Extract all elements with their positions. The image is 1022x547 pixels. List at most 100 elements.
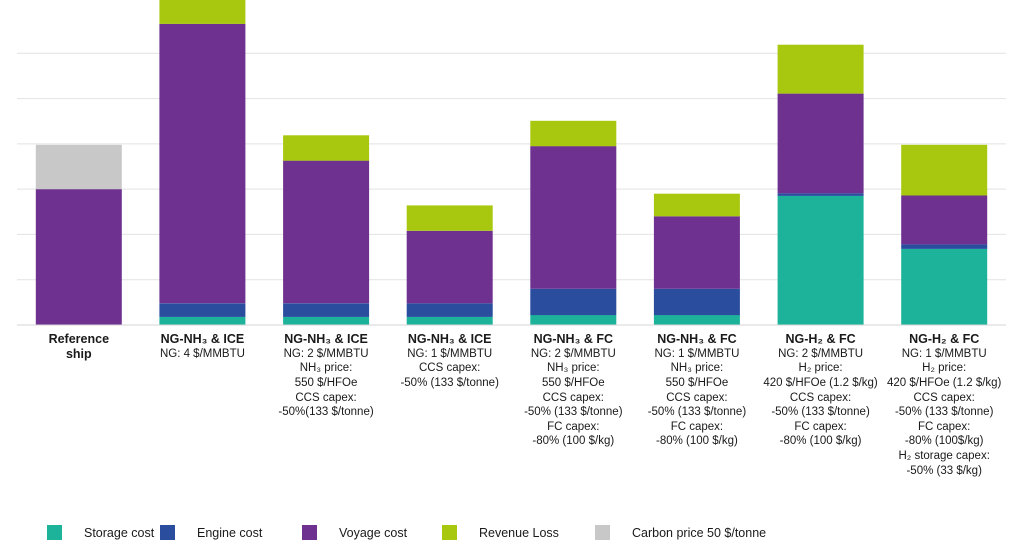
category-label: NG-NH₃ & FC NG: 1 $/MMBTU NH₃ price: 550 $/… [634,332,760,449]
legend-item: Revenue Loss [442,525,559,540]
category-note: 550 $/HFOe [541,376,605,389]
bar-segment-revenue-loss [901,144,988,196]
bar-segment-revenue-loss [406,205,493,231]
legend-swatch [160,525,175,540]
category-title: NG-NH₃ & FC [533,332,613,346]
legend: Storage cost Engine cost Voyage cost Revenu… [0,525,1022,545]
bar-segment-carbon-price-50-tonne [35,144,122,190]
bar-segment-revenue-loss [530,120,617,147]
bars [35,0,988,325]
bar-segment-storage-cost [159,316,246,325]
category-title: NG-NH₃ & ICE [160,332,245,346]
category-note: FC capex: [670,420,724,433]
legend-label: Storage cost [84,525,155,540]
bar-segment-storage-cost [653,315,740,325]
bar-segment-storage-cost [777,195,864,325]
category-note: CCS capex: [913,391,975,404]
category-note: NG: 1 $/MMBTU [901,347,987,360]
category-note: NG: 1 $/MMBTU [407,347,493,360]
category-note: FC capex: [917,420,971,433]
category-note: NH₃ price: [547,362,600,375]
bar-segment-storage-cost [901,248,988,325]
category-note: CCS capex: [542,391,604,404]
category-note: FC capex: [794,420,847,433]
legend-label: Revenue Loss [479,525,559,540]
legend-item: Engine cost [160,525,262,540]
category-note: -50% (33 $/kg) [906,464,982,477]
bar-segment-engine-cost [159,303,246,317]
legend-swatch [442,525,457,540]
legend-item: Carbon price 50 $/tonne [595,525,766,540]
category-note: NG: 2 $/MMBTU [530,347,616,360]
bar-segment-engine-cost [653,288,740,316]
category-note: 550 $/HFOe [294,376,358,389]
category-note: CCS capex: [789,391,852,404]
bar-segment-revenue-loss [283,135,370,161]
category-note: -50% (133 $/tonne) [647,406,747,419]
category-label: NG-H₂ & FC NG: 1 $/MMBTU H₂ price: 420 $/HF… [881,332,1007,478]
category-title: NG-NH₃ & ICE [284,332,368,346]
bar-segment-storage-cost [283,316,370,325]
category-note: CCS capex: [666,391,728,404]
bar-segment-engine-cost [901,244,988,249]
category-note: -80% (100 $/kg) [779,435,862,448]
bar-segment-voyage-cost [283,160,370,304]
category-note: H₂ price: [798,362,843,375]
category-note: NG: 4 $/MMBTU [159,347,245,360]
legend-swatch [302,525,317,540]
category-note: 420 $/HFOe (1.2 $/kg) [886,376,1002,389]
category-note: -50% (133 $/tonne) [524,406,623,419]
category-note: 420 $/HFOe (1.2 $/kg) [763,376,878,389]
bar-segment-voyage-cost [901,195,988,245]
legend-swatch [47,525,62,540]
legend-label: Voyage cost [339,525,408,540]
stacked-bar-chart [17,0,1006,326]
category-title: NG-H₂ & FC [785,332,856,346]
bar-segment-revenue-loss [159,0,246,24]
category-note: FC capex: [547,420,600,433]
legend-swatch [595,525,610,540]
legend-item: Storage cost [47,525,154,540]
bar-segment-revenue-loss [653,193,740,217]
category-note: NH₃ price: [299,362,353,375]
bar-segment-storage-cost [406,316,493,325]
bar-segment-voyage-cost [777,93,864,194]
category-label: NG-NH₃ & ICE NG: 1 $/MMBTU CCS capex: -50% … [387,332,513,391]
bar-segment-engine-cost [406,303,493,317]
category-title: Reference ship [48,332,110,361]
bar-segment-storage-cost [530,315,617,325]
bar-segment-engine-cost [777,193,864,196]
category-note: H₂ storage capex: [898,449,990,462]
bar-segment-engine-cost [530,288,617,316]
category-note: -50%(133 $/tonne) [278,406,374,419]
category-note: NG: 2 $/MMBTU [283,347,369,360]
category-title: NG-NH₃ & ICE [407,332,492,346]
bar-segment-engine-cost [283,303,370,317]
category-note: 550 $/HFOe [665,376,729,389]
category-note: NH₃ price: [670,362,724,375]
category-note: -80% (100$/kg) [904,435,984,448]
category-note: -80% (100 $/kg) [532,435,615,448]
category-label: NG-NH₃ & ICE NG: 4 $/MMBTU [139,332,265,361]
legend-label: Engine cost [197,525,263,540]
category-note: CCS capex: [295,391,357,404]
category-note: CCS capex: [419,362,481,375]
bar-segment-voyage-cost [35,189,122,325]
category-title: NG-NH₃ & FC [657,332,737,346]
category-note: NG: 2 $/MMBTU [778,347,864,360]
category-label: NG-NH₃ & ICE NG: 2 $/MMBTU NH₃ price: 550 $… [263,332,389,420]
category-label: Reference ship [16,332,142,362]
legend-label: Carbon price 50 $/tonne [632,525,767,540]
bar-segment-revenue-loss [777,44,864,94]
category-note: -50% (133 $/tonne) [894,406,994,419]
legend-item: Voyage cost [302,525,407,540]
category-note: NG: 1 $/MMBTU [654,347,740,360]
category-label: NG-NH₃ & FC NG: 2 $/MMBTU NH₃ price: 550 $/… [510,332,636,449]
category-note: -50% (133 $/tonne) [400,376,499,389]
category-label: NG-H₂ & FC NG: 2 $/MMBTU H₂ price: 420 $/HF… [758,332,884,449]
bar-segment-voyage-cost [530,146,617,289]
category-note: H₂ price: [922,362,967,375]
bar-segment-voyage-cost [653,216,740,289]
category-note: -50% (133 $/tonne) [771,406,870,419]
category-title: NG-H₂ & FC [909,332,980,346]
